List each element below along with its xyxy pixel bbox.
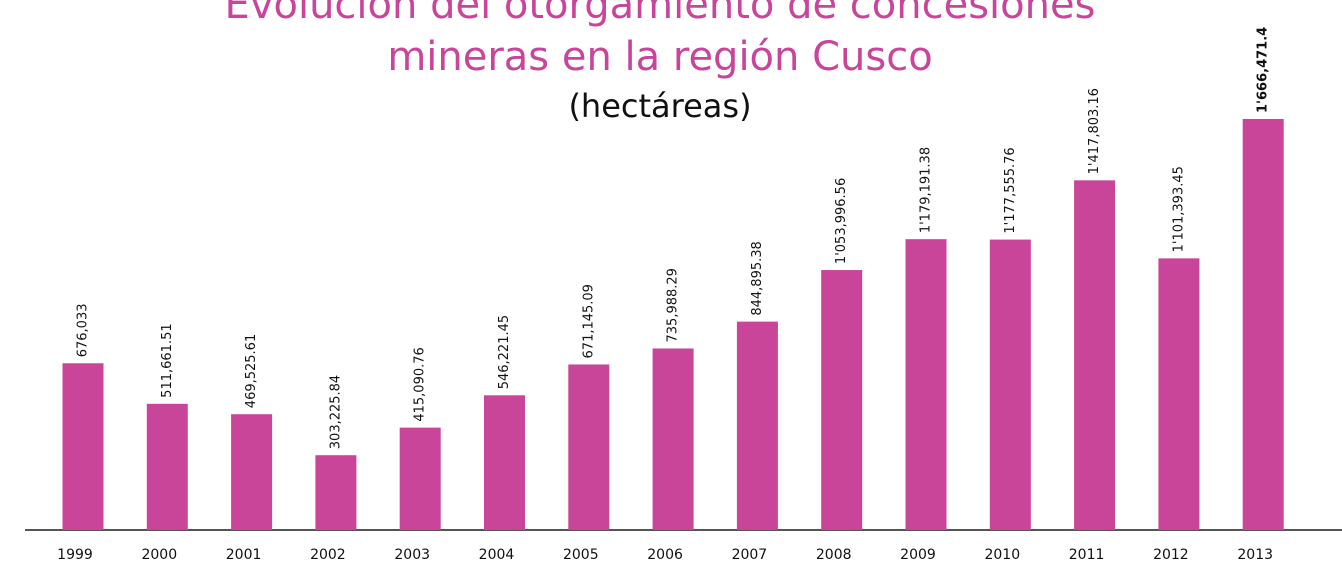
- value-label: 303,225.84: [328, 375, 343, 449]
- x-tick-label: 2012: [1153, 547, 1189, 563]
- bar: [399, 427, 441, 530]
- x-tick-label: 2005: [563, 547, 599, 563]
- x-tick-label: 2006: [647, 547, 683, 563]
- value-label: 844,895.38: [750, 241, 765, 315]
- bar: [1158, 258, 1200, 530]
- bar: [231, 414, 273, 530]
- value-label: 1'101,393.45: [1171, 166, 1186, 252]
- value-label: 1'417,803.16: [1087, 88, 1102, 174]
- value-label: 1'666,471.4: [1256, 27, 1271, 113]
- x-tick-label: 2013: [1237, 547, 1273, 563]
- x-tick-label: 2004: [479, 547, 515, 563]
- bar: [146, 403, 188, 530]
- x-tick-label: 1999: [57, 547, 93, 563]
- value-label: 671,145.09: [581, 284, 596, 358]
- value-label: 546,221.45: [497, 315, 512, 389]
- bar: [1074, 180, 1116, 530]
- x-tick-label: 2009: [900, 547, 936, 563]
- x-tick-label: 2007: [732, 547, 768, 563]
- x-tick-label: 2002: [310, 547, 346, 563]
- chart-title: Evolución del otorgamiento de concesione…: [225, 0, 1096, 28]
- bar: [1242, 119, 1284, 530]
- value-label: 1'179,191.38: [919, 147, 934, 233]
- x-tick-label: 2010: [984, 547, 1020, 563]
- x-tick-label: 2011: [1069, 547, 1105, 563]
- chart-title: mineras en la región Cusco: [387, 34, 932, 80]
- bar: [736, 321, 778, 530]
- chart-subtitle: (hectáreas): [568, 87, 751, 125]
- value-label: 511,661.51: [160, 323, 175, 397]
- x-tick-label: 2001: [226, 547, 262, 563]
- value-label: 676,033: [76, 304, 91, 358]
- bar: [315, 455, 357, 530]
- value-label: 415,090.76: [413, 347, 428, 421]
- bar: [62, 363, 104, 530]
- value-label: 735,988.29: [666, 268, 681, 342]
- value-label: 1'053,996.56: [834, 178, 849, 264]
- bar: [821, 270, 863, 530]
- bar: [989, 239, 1031, 530]
- x-tick-label: 2000: [141, 547, 177, 563]
- x-tick-label: 2008: [816, 547, 852, 563]
- value-label: 469,525.61: [244, 334, 259, 408]
- x-tick-label: 2003: [394, 547, 430, 563]
- bar: [905, 239, 947, 530]
- bar: [484, 395, 525, 530]
- bar: [568, 364, 610, 530]
- bar: [652, 348, 694, 530]
- value-label: 1'177,555.76: [1003, 147, 1018, 233]
